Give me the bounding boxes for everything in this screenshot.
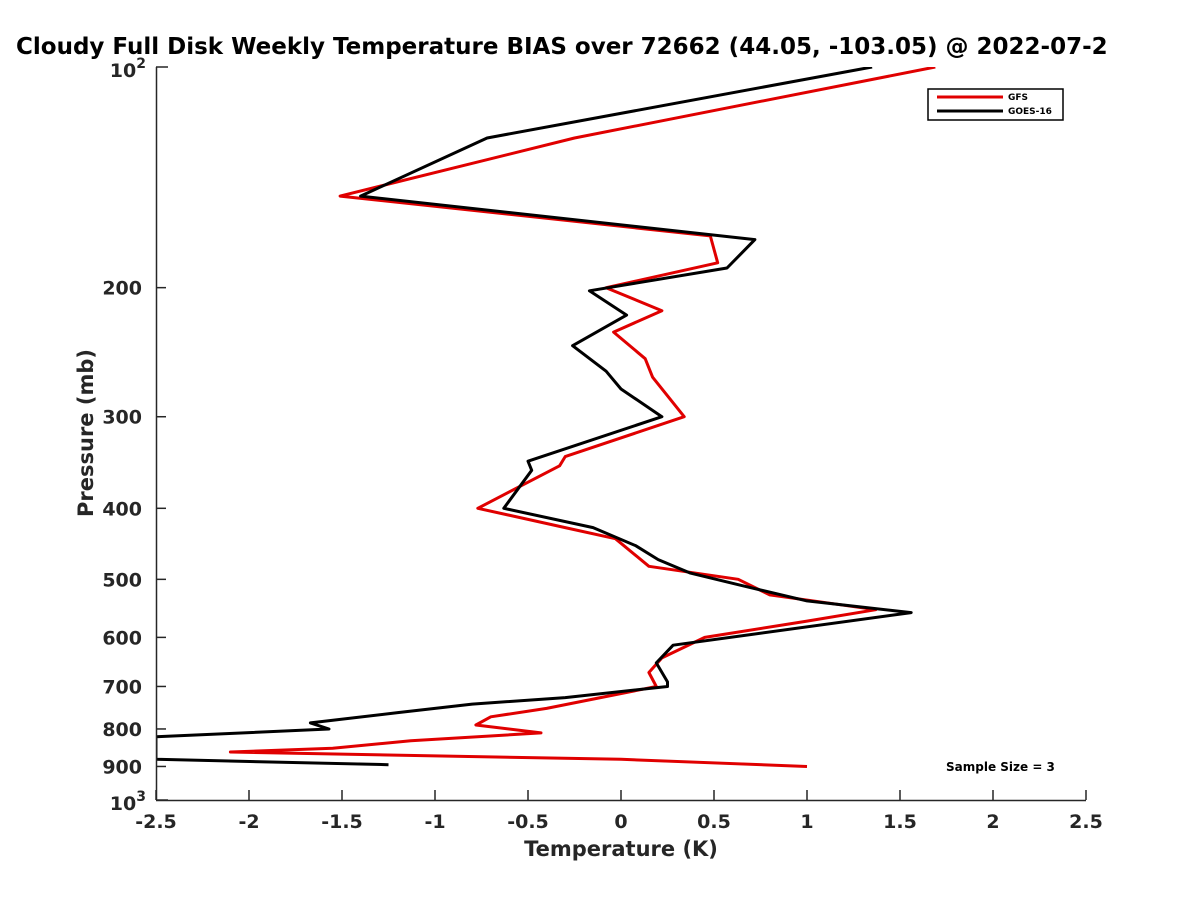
x-tick-label: -2: [238, 811, 259, 833]
series-line-goes-16: [156, 67, 913, 767]
y-tick-label: 500: [102, 569, 142, 591]
axes-layer: [155, 67, 1086, 802]
y-tick-label: 200: [102, 278, 142, 300]
x-tick-label: -2.5: [135, 811, 177, 833]
y-tick-label: 700: [102, 676, 142, 698]
y-axis-title: Pressure (mb): [74, 349, 98, 517]
x-tick-label: 2.5: [1069, 811, 1103, 833]
x-tick-label: 1.5: [883, 811, 917, 833]
sample-size-annotation: Sample Size = 3: [946, 760, 1055, 774]
x-tick-label: 2: [986, 811, 999, 833]
x-ticks: -2.5 -2 -1.5 -1 -0.5 0 0.5 1 1.5 2 2.5: [135, 790, 1103, 833]
x-tick-label: -1.5: [321, 811, 363, 833]
y-tick-label: 400: [102, 498, 142, 520]
y-tick-label: 800: [102, 719, 142, 741]
y-ticks: 200 300 400 500 600 700 800 900 102 103: [102, 56, 168, 815]
x-tick-label: -1: [424, 811, 445, 833]
y-tick-label: 600: [102, 627, 142, 649]
x-tick-label: 0: [614, 811, 627, 833]
legend: GFS GOES-16: [927, 88, 1064, 121]
y-tick-label: 300: [102, 407, 142, 429]
legend-label-gfs: GFS: [1008, 93, 1028, 103]
x-tick-label: 0.5: [697, 811, 731, 833]
y-tick-label: 900: [102, 756, 142, 778]
x-tick-label: 1: [800, 811, 813, 833]
x-tick-label: -0.5: [507, 811, 549, 833]
chart-title: Cloudy Full Disk Weekly Temperature BIAS…: [16, 34, 1108, 60]
y-major-tick-label: 102: [110, 56, 146, 82]
series-layer: [156, 67, 936, 768]
legend-label-goes-16: GOES-16: [1008, 107, 1052, 117]
x-axis-title: Temperature (K): [524, 837, 718, 861]
legend-box: [927, 88, 1064, 121]
y-major-tick-label: 103: [110, 789, 146, 815]
